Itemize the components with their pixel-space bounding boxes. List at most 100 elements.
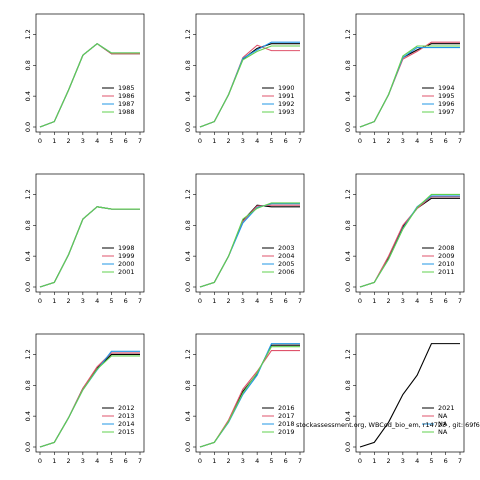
legend-label: 1985 — [118, 84, 135, 92]
legend-label: 2019 — [278, 428, 295, 436]
source-note: stockassessment.org, WBCod_bio_em, r1472… — [296, 421, 480, 429]
series-line-1997 — [359, 45, 460, 128]
x-tick-label: 0 — [358, 297, 362, 305]
legend-label: 1988 — [118, 108, 135, 116]
y-tick-label: 0.0 — [344, 122, 352, 132]
x-tick-label: 7 — [138, 457, 142, 465]
legend-label: 2021 — [438, 404, 455, 412]
y-tick-label: 0.0 — [24, 442, 32, 452]
series-line-2011 — [359, 193, 460, 288]
y-tick-label: 1.2 — [24, 189, 32, 199]
y-tick-label: 1.2 — [184, 189, 192, 199]
y-tick-label: 1.2 — [24, 29, 32, 39]
series-line-1993 — [199, 45, 300, 128]
x-tick-label: 5 — [429, 297, 433, 305]
legend-label: 2015 — [118, 428, 135, 436]
y-tick-label: 0.4 — [344, 91, 352, 101]
y-tick-label: 0.0 — [344, 442, 352, 452]
plot-frame — [35, 173, 145, 293]
x-tick-label: 0 — [358, 137, 362, 145]
y-tick-label: 0.8 — [24, 380, 32, 390]
y-tick-label: 0.8 — [184, 380, 192, 390]
y-tick-label: 0.4 — [344, 411, 352, 421]
y-tick-label: 0.0 — [184, 122, 192, 132]
legend-label: 1987 — [118, 100, 135, 108]
x-tick-label: 2 — [227, 457, 231, 465]
x-tick-label: 1 — [372, 297, 376, 305]
y-tick-label: 1.2 — [24, 349, 32, 359]
x-tick-label: 5 — [109, 297, 113, 305]
x-tick-label: 6 — [124, 137, 128, 145]
x-tick-label: 7 — [298, 137, 302, 145]
y-tick-label: 1.2 — [344, 189, 352, 199]
x-tick-label: 0 — [198, 297, 202, 305]
y-tick-label: 0.4 — [184, 251, 192, 261]
y-tick-label: 0.8 — [184, 220, 192, 230]
x-tick-label: 3 — [81, 297, 85, 305]
x-tick-label: 7 — [458, 297, 462, 305]
x-tick-label: 6 — [284, 137, 288, 145]
legend-label: NA — [438, 412, 448, 420]
y-tick-label: 0.0 — [24, 122, 32, 132]
legend-label: 1991 — [278, 92, 295, 100]
x-tick-label: 0 — [38, 457, 42, 465]
x-tick-label: 7 — [138, 297, 142, 305]
x-tick-label: 4 — [255, 297, 259, 305]
x-tick-label: 6 — [444, 457, 448, 465]
x-tick-label: 0 — [198, 457, 202, 465]
y-tick-label: 0.0 — [184, 282, 192, 292]
legend-label: 1990 — [278, 84, 295, 92]
y-tick-label: 0.8 — [344, 60, 352, 70]
y-tick-label: 0.8 — [344, 380, 352, 390]
legend-label: 1999 — [118, 252, 135, 260]
x-tick-label: 2 — [67, 297, 71, 305]
x-tick-label: 1 — [372, 457, 376, 465]
x-tick-label: 3 — [241, 137, 245, 145]
x-tick-label: 0 — [198, 137, 202, 145]
legend-label: 2011 — [438, 268, 455, 276]
x-tick-label: 1 — [372, 137, 376, 145]
x-tick-label: 4 — [415, 137, 419, 145]
y-tick-label: 1.2 — [344, 29, 352, 39]
y-tick-label: 0.8 — [24, 60, 32, 70]
x-tick-label: 6 — [124, 457, 128, 465]
legend-label: 2003 — [278, 244, 295, 252]
x-tick-label: 3 — [241, 457, 245, 465]
x-tick-label: 4 — [255, 457, 259, 465]
x-tick-label: 3 — [241, 297, 245, 305]
y-tick-label: 0.4 — [184, 91, 192, 101]
plot-frame — [195, 333, 305, 453]
x-tick-label: 0 — [38, 137, 42, 145]
series-line-2019 — [199, 346, 300, 448]
legend-label: 1992 — [278, 100, 295, 108]
x-tick-label: 3 — [401, 297, 405, 305]
x-tick-label: 1 — [52, 457, 56, 465]
y-tick-label: 0.0 — [344, 282, 352, 292]
x-tick-label: 3 — [81, 457, 85, 465]
x-tick-label: 5 — [269, 297, 273, 305]
y-tick-label: 0.4 — [24, 91, 32, 101]
x-tick-label: 3 — [81, 137, 85, 145]
legend-label: 1995 — [438, 92, 455, 100]
legend-label: 1993 — [278, 108, 295, 116]
y-tick-label: 0.4 — [24, 411, 32, 421]
y-tick-label: 0.8 — [344, 220, 352, 230]
x-tick-label: 5 — [109, 457, 113, 465]
y-tick-label: 0.8 — [184, 60, 192, 70]
legend-label: 2004 — [278, 252, 295, 260]
x-tick-label: 2 — [227, 137, 231, 145]
plot-frame — [355, 173, 465, 293]
series-line-2015 — [39, 355, 140, 448]
legend-label: 2012 — [118, 404, 135, 412]
legend-label: 1986 — [118, 92, 135, 100]
x-tick-label: 2 — [67, 457, 71, 465]
y-tick-label: 0.4 — [24, 251, 32, 261]
x-tick-label: 6 — [284, 457, 288, 465]
x-tick-label: 7 — [138, 137, 142, 145]
legend-label: 1998 — [118, 244, 135, 252]
